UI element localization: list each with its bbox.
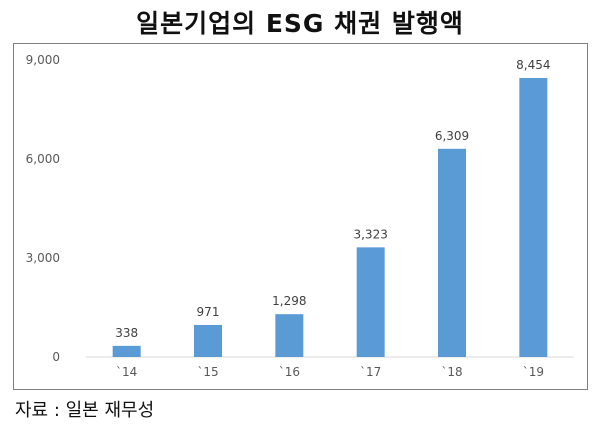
data-label: 338 — [115, 326, 138, 340]
x-tick-label: `17 — [360, 365, 381, 379]
bar-chart: 0 3,000 6,000 9,000 338 `14 971 `15 1,298 `16 3,32… — [26, 53, 574, 379]
bar — [438, 148, 466, 357]
data-label: 1,298 — [272, 294, 306, 308]
y-tick-label: 6,000 — [26, 152, 60, 166]
y-tick-label: 9,000 — [26, 53, 60, 67]
bar — [194, 324, 222, 357]
x-tick-label: `14 — [116, 365, 137, 379]
bar — [519, 78, 548, 357]
chart-title: 일본기업의 ESG 채권 발행액 — [136, 9, 464, 38]
x-tick-label: `15 — [197, 365, 218, 379]
data-label: 8,454 — [516, 58, 550, 72]
x-tick-label: `16 — [279, 365, 300, 379]
data-label: 3,323 — [353, 227, 387, 241]
x-tick-label: `18 — [441, 365, 462, 379]
y-tick-label: 0 — [52, 350, 60, 364]
bar — [356, 247, 385, 357]
source-note: 자료 : 일본 재무성 — [15, 400, 155, 421]
y-tick-label: 3,000 — [26, 251, 60, 265]
data-label: 971 — [197, 305, 220, 319]
x-tick-label: `19 — [523, 365, 544, 379]
bar — [112, 345, 141, 357]
chart-frame: 0 3,000 6,000 9,000 338 `14 971 `15 1,298 `16 3,32… — [13, 43, 588, 390]
bar — [275, 314, 304, 357]
data-label: 6,309 — [435, 129, 469, 143]
